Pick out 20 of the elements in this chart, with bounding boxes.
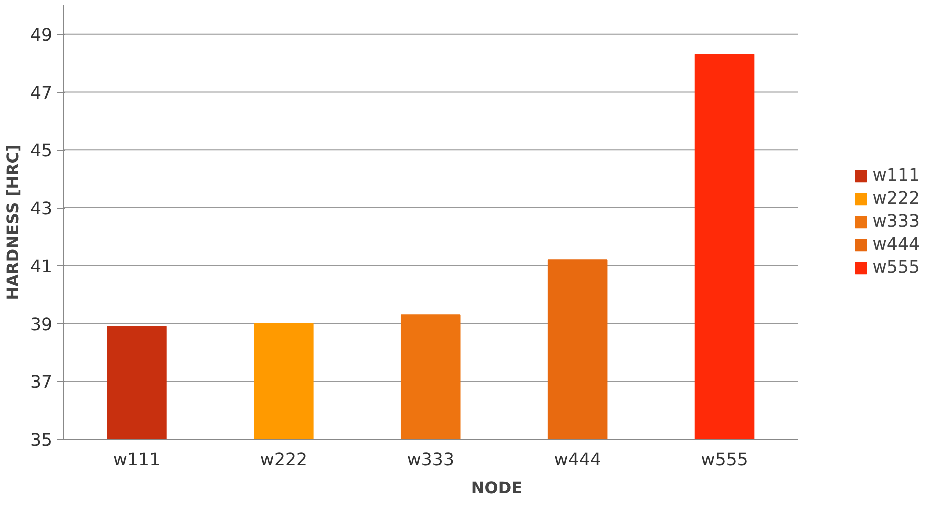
- y-tick-label: 47: [30, 84, 53, 104]
- y-axis-title: HARDNESS [HRC]: [3, 144, 22, 300]
- legend-label: w555: [872, 258, 920, 278]
- y-tick-label: 43: [30, 200, 53, 220]
- legend-label: w222: [872, 189, 920, 209]
- y-tick-label: 49: [30, 26, 53, 46]
- y-tick-label: 35: [30, 431, 53, 451]
- x-tick-label: w444: [554, 450, 602, 470]
- x-tick-label: w333: [407, 450, 454, 470]
- x-tick-label: w555: [701, 450, 748, 470]
- x-tick-label: w111: [113, 450, 161, 470]
- legend-label: w111: [872, 166, 920, 186]
- y-tick-label: 39: [30, 315, 53, 336]
- x-tick-label: w222: [260, 450, 308, 470]
- legend-label: w333: [872, 212, 920, 232]
- legend-label: w444: [872, 235, 920, 255]
- y-tick-label: 37: [30, 373, 53, 394]
- y-tick-label: 45: [30, 142, 53, 162]
- x-axis-title: NODE: [471, 478, 523, 498]
- y-tick-label: 41: [30, 257, 53, 278]
